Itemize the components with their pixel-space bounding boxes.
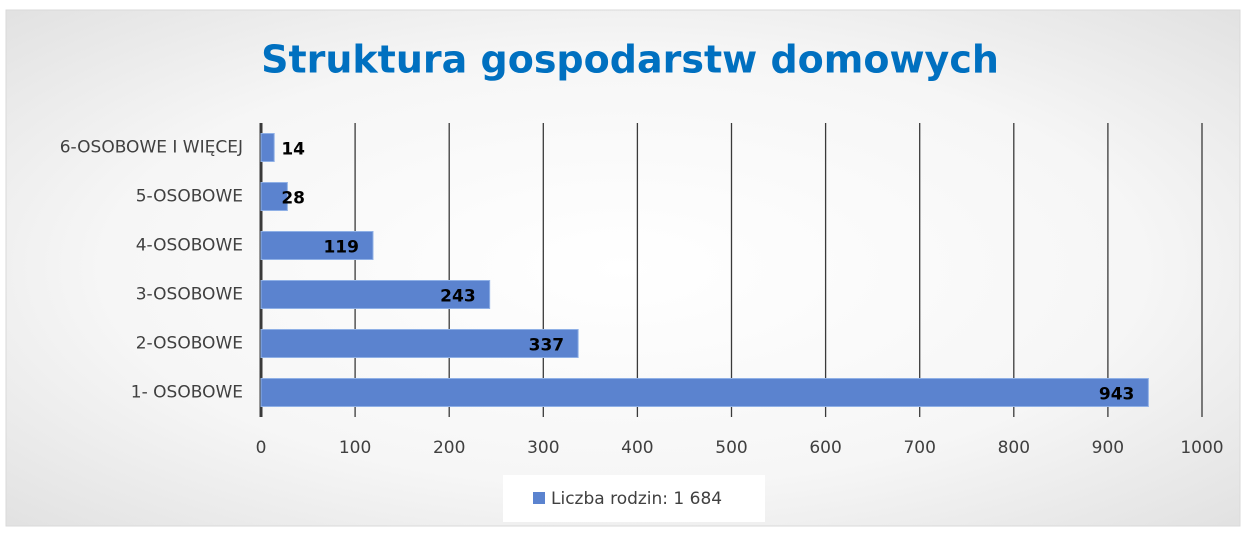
data-label: 28 — [281, 189, 305, 209]
data-label: 14 — [281, 140, 305, 160]
bar — [260, 329, 579, 358]
data-label: 337 — [529, 336, 565, 356]
x-tick-label: 700 — [903, 438, 935, 458]
chart-title: Struktura gospodarstw domowych — [261, 38, 999, 82]
legend-marker — [533, 492, 545, 504]
y-tick-label: 5-OSOBOWE — [136, 187, 243, 207]
bar — [260, 378, 1149, 407]
x-tick-label: 100 — [339, 438, 371, 458]
x-tick-label: 600 — [809, 438, 841, 458]
bar — [260, 133, 275, 162]
x-tick-label: 900 — [1092, 438, 1124, 458]
legend-box — [503, 475, 765, 522]
x-tick-label: 500 — [715, 438, 747, 458]
x-tick-label: 800 — [998, 438, 1030, 458]
x-tick-label: 1000 — [1180, 438, 1223, 458]
x-tick-label: 0 — [256, 438, 267, 458]
y-tick-label: 3-OSOBOWE — [136, 285, 243, 305]
y-tick-label: 4-OSOBOWE — [136, 236, 243, 256]
bar — [260, 231, 374, 260]
y-tick-label: 6-OSOBOWE I WIĘCEJ — [60, 138, 243, 158]
x-tick-label: 400 — [621, 438, 653, 458]
data-label: 943 — [1099, 385, 1135, 405]
legend-label: Liczba rodzin: 1 684 — [551, 489, 722, 509]
data-label: 243 — [440, 287, 476, 307]
bar — [260, 182, 288, 211]
y-tick-label: 2-OSOBOWE — [136, 334, 243, 354]
data-label: 119 — [323, 238, 359, 258]
y-tick-label: 1- OSOBOWE — [131, 383, 243, 403]
x-tick-label: 300 — [527, 438, 559, 458]
bar — [260, 280, 491, 309]
x-tick-label: 200 — [433, 438, 465, 458]
chart-background — [5, 9, 1241, 527]
